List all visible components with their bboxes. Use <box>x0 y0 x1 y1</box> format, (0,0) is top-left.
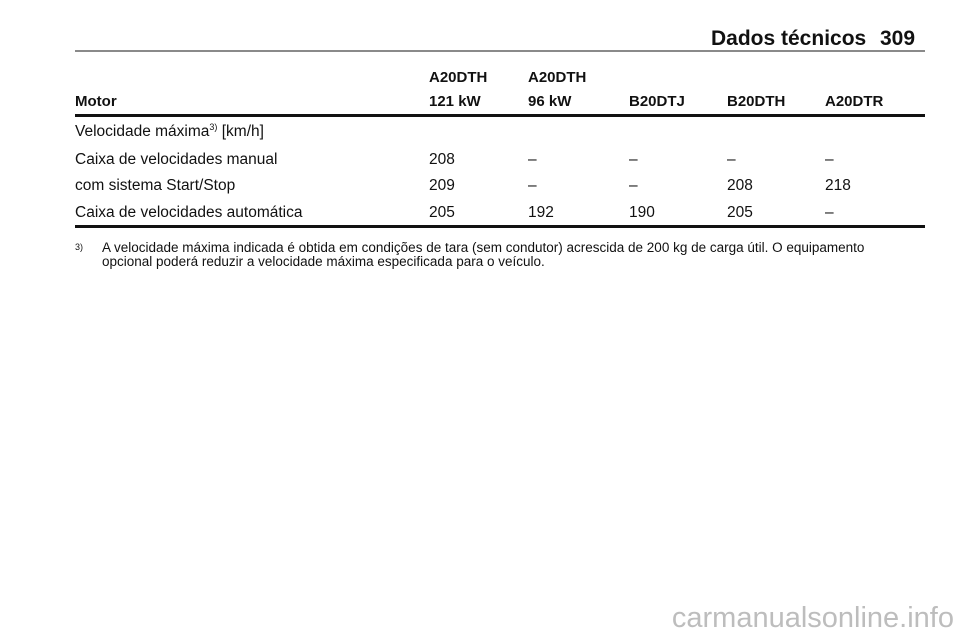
column-header-line1: A20DTH <box>528 69 587 86</box>
header-rule <box>75 50 925 52</box>
footnote-line-2: opcional poderá reduzir a velocidade máx… <box>102 254 545 269</box>
footnote-mark: 3) <box>75 242 84 252</box>
section-title: Dados técnicos <box>711 27 867 50</box>
column-header-line2: 121 kW <box>429 93 481 110</box>
row-label: Caixa de velocidades automática <box>75 204 303 221</box>
cell-value: 209 <box>429 177 455 194</box>
row-label: Caixa de velocidades manual <box>75 151 278 168</box>
group-label: Velocidade máxima3) [km/h] <box>75 122 264 140</box>
column-header-line2: Motor <box>75 93 117 110</box>
table-bottom-rule <box>75 225 925 228</box>
cell-value: – <box>528 151 537 168</box>
cell-value: 208 <box>429 151 455 168</box>
watermark: carmanualsonline.info <box>671 602 954 634</box>
column-header-line2: 96 kW <box>528 93 572 110</box>
cell-value: – <box>629 177 638 194</box>
cell-value: 218 <box>825 177 851 194</box>
column-header-line2: A20DTR <box>825 93 884 110</box>
cell-value: – <box>629 151 638 168</box>
cell-value: – <box>528 177 537 194</box>
column-header-line1: A20DTH <box>429 69 488 86</box>
cell-value: 205 <box>727 204 753 221</box>
cell-value: 205 <box>429 204 455 221</box>
row-label: com sistema Start/Stop <box>75 177 236 194</box>
cell-value: – <box>825 204 834 221</box>
cell-value: 208 <box>727 177 753 194</box>
cell-value: 190 <box>629 204 655 221</box>
column-header-line2: B20DTJ <box>629 93 685 110</box>
cell-value: – <box>727 151 736 168</box>
cell-value: 192 <box>528 204 554 221</box>
table-header-rule <box>75 114 925 117</box>
footnote-line-1: A velocidade máxima indicada é obtida em… <box>102 240 865 255</box>
page-number: 309 <box>880 27 916 50</box>
cell-value: – <box>825 151 834 168</box>
column-header-line2: B20DTH <box>727 93 786 110</box>
